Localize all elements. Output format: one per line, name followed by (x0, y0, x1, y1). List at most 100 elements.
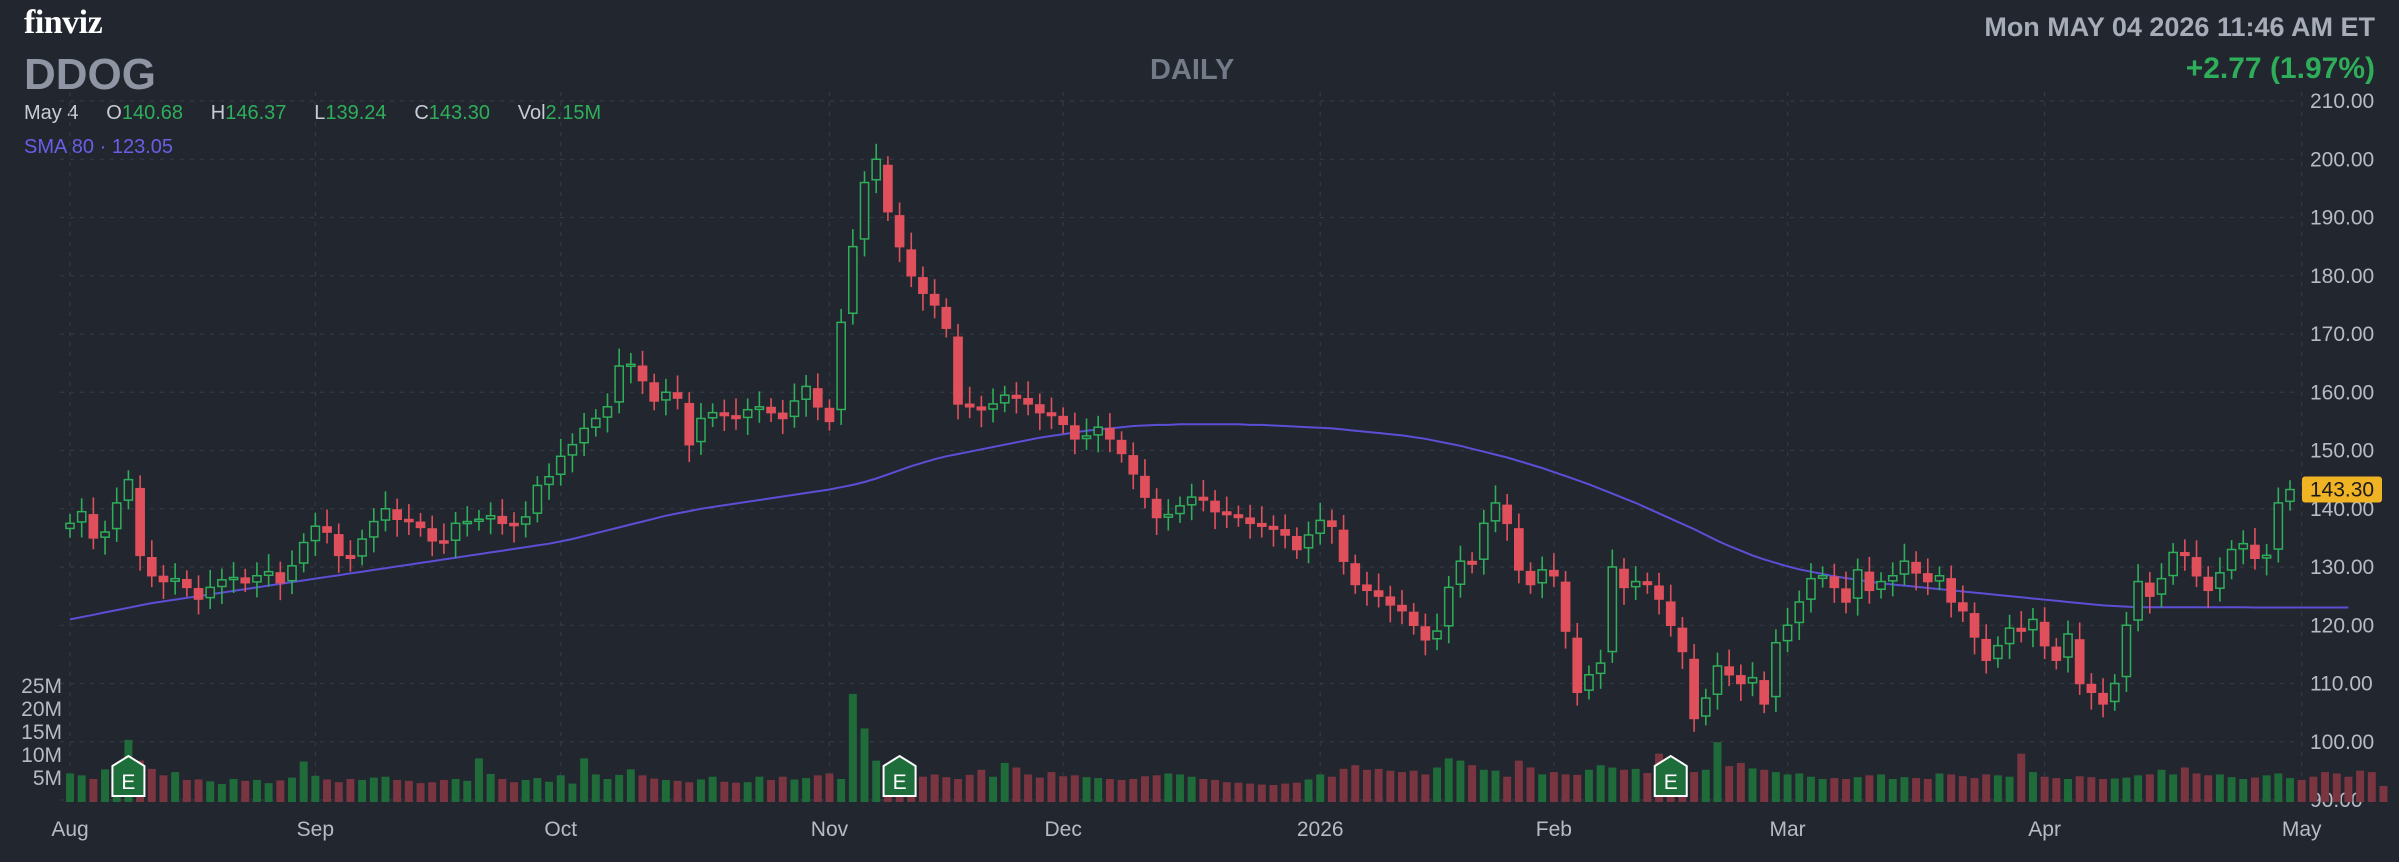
volume-bar (510, 782, 518, 802)
volume-bar (720, 781, 729, 802)
volume-bar (825, 773, 834, 802)
volume-bar (463, 780, 472, 802)
candle (2156, 563, 2167, 608)
candle-body (1946, 578, 1956, 603)
volume-bar (1573, 774, 1582, 802)
candle (1455, 545, 1466, 598)
candle-body (1514, 528, 1524, 571)
candle (1175, 496, 1185, 523)
candle (1560, 571, 1571, 649)
volume-bar (2274, 773, 2283, 802)
candle-body (228, 576, 239, 581)
candle-body (848, 245, 858, 315)
candle-body (2285, 488, 2295, 503)
candle (1186, 483, 1197, 521)
candle-body (1899, 560, 1910, 575)
candle (1864, 556, 1875, 604)
earnings-marker[interactable]: E (111, 754, 146, 797)
grid-lines: 90.00100.00110.00120.00130.00140.00150.0… (51, 90, 2374, 841)
volume-bar (369, 777, 378, 802)
candle-body (1070, 425, 1080, 440)
volume-bar (545, 781, 554, 802)
volume-bar (1094, 778, 1103, 802)
candle-body (1140, 475, 1150, 498)
volume-bar (1024, 774, 1033, 802)
candle (333, 523, 344, 573)
candle-body (217, 579, 227, 588)
candle-body (1011, 394, 1022, 399)
candle (170, 563, 180, 595)
volume-bar (1818, 779, 1827, 802)
volume-bar (1993, 775, 2002, 802)
x-tick-label: Mar (1769, 818, 1805, 841)
candle-body (1642, 581, 1653, 586)
candle (614, 348, 624, 414)
volume-bar (1246, 783, 1255, 802)
candle (1350, 554, 1361, 594)
candle-body (1911, 561, 1921, 574)
volume-bar (1748, 768, 1757, 802)
earnings-marker[interactable]: E (1653, 754, 1688, 797)
candle-body (1794, 601, 1805, 624)
candle (520, 501, 531, 538)
candle-body (2273, 502, 2284, 550)
volume-bar (2367, 772, 2376, 802)
x-tick-label: May (2282, 818, 2322, 841)
candle (988, 388, 998, 423)
candle-body (766, 406, 776, 414)
candle-body (2086, 683, 2097, 693)
volume-bar (264, 783, 273, 802)
volume-bar (872, 760, 881, 802)
candle-body (1280, 529, 1290, 536)
candle (2168, 543, 2178, 585)
finviz-logo[interactable]: finviz (24, 4, 103, 41)
candle-body (1771, 641, 1781, 698)
volume-bar (1035, 777, 1044, 802)
volume-bars (66, 693, 2388, 802)
candle (824, 399, 835, 431)
volume-bar (1281, 783, 1290, 802)
volume-bar (89, 779, 98, 802)
candle-body (76, 510, 87, 523)
volume-bar (1865, 775, 1874, 802)
volume-bar (1526, 767, 1535, 802)
candle (2098, 678, 2108, 718)
candle (1163, 499, 1174, 531)
candle-body (2074, 639, 2085, 685)
candle (777, 399, 788, 434)
sma-legend[interactable]: SMA 80 · 123.05 (24, 136, 173, 159)
candle-body (579, 427, 589, 444)
volume-bar (1339, 768, 1348, 802)
volume-bar (1877, 774, 1886, 802)
candle (111, 487, 122, 542)
candle (298, 533, 309, 573)
volume-bar (1842, 779, 1850, 802)
volume-bar (2099, 779, 2108, 802)
candle-body (1350, 563, 1361, 586)
candle (1549, 553, 1559, 588)
volume-bar (2321, 772, 2330, 802)
candle (2016, 611, 2027, 643)
volume-bar (416, 783, 425, 802)
volume-bar (848, 693, 857, 802)
volume-bar (2250, 777, 2259, 802)
candle-body (1408, 611, 1419, 626)
timeframe-label[interactable]: DAILY (1150, 54, 1235, 86)
candle (1292, 527, 1302, 559)
volume-bar (1596, 765, 1605, 802)
candle-body (2144, 582, 2155, 597)
candle-body (1549, 569, 1559, 577)
candle-body (2109, 682, 2120, 703)
high-value: 146.37 (225, 102, 287, 124)
earnings-marker[interactable]: E (882, 754, 917, 797)
candle (100, 520, 110, 555)
y-tick-label: 160.00 (2310, 381, 2374, 404)
candle-body (941, 306, 952, 329)
volume-bar (1736, 762, 1745, 802)
earnings-marker-label: E (1664, 771, 1678, 794)
candle-body (1105, 427, 1115, 440)
candle-body (1852, 569, 1863, 599)
candle (404, 504, 414, 535)
candle (2074, 622, 2085, 695)
